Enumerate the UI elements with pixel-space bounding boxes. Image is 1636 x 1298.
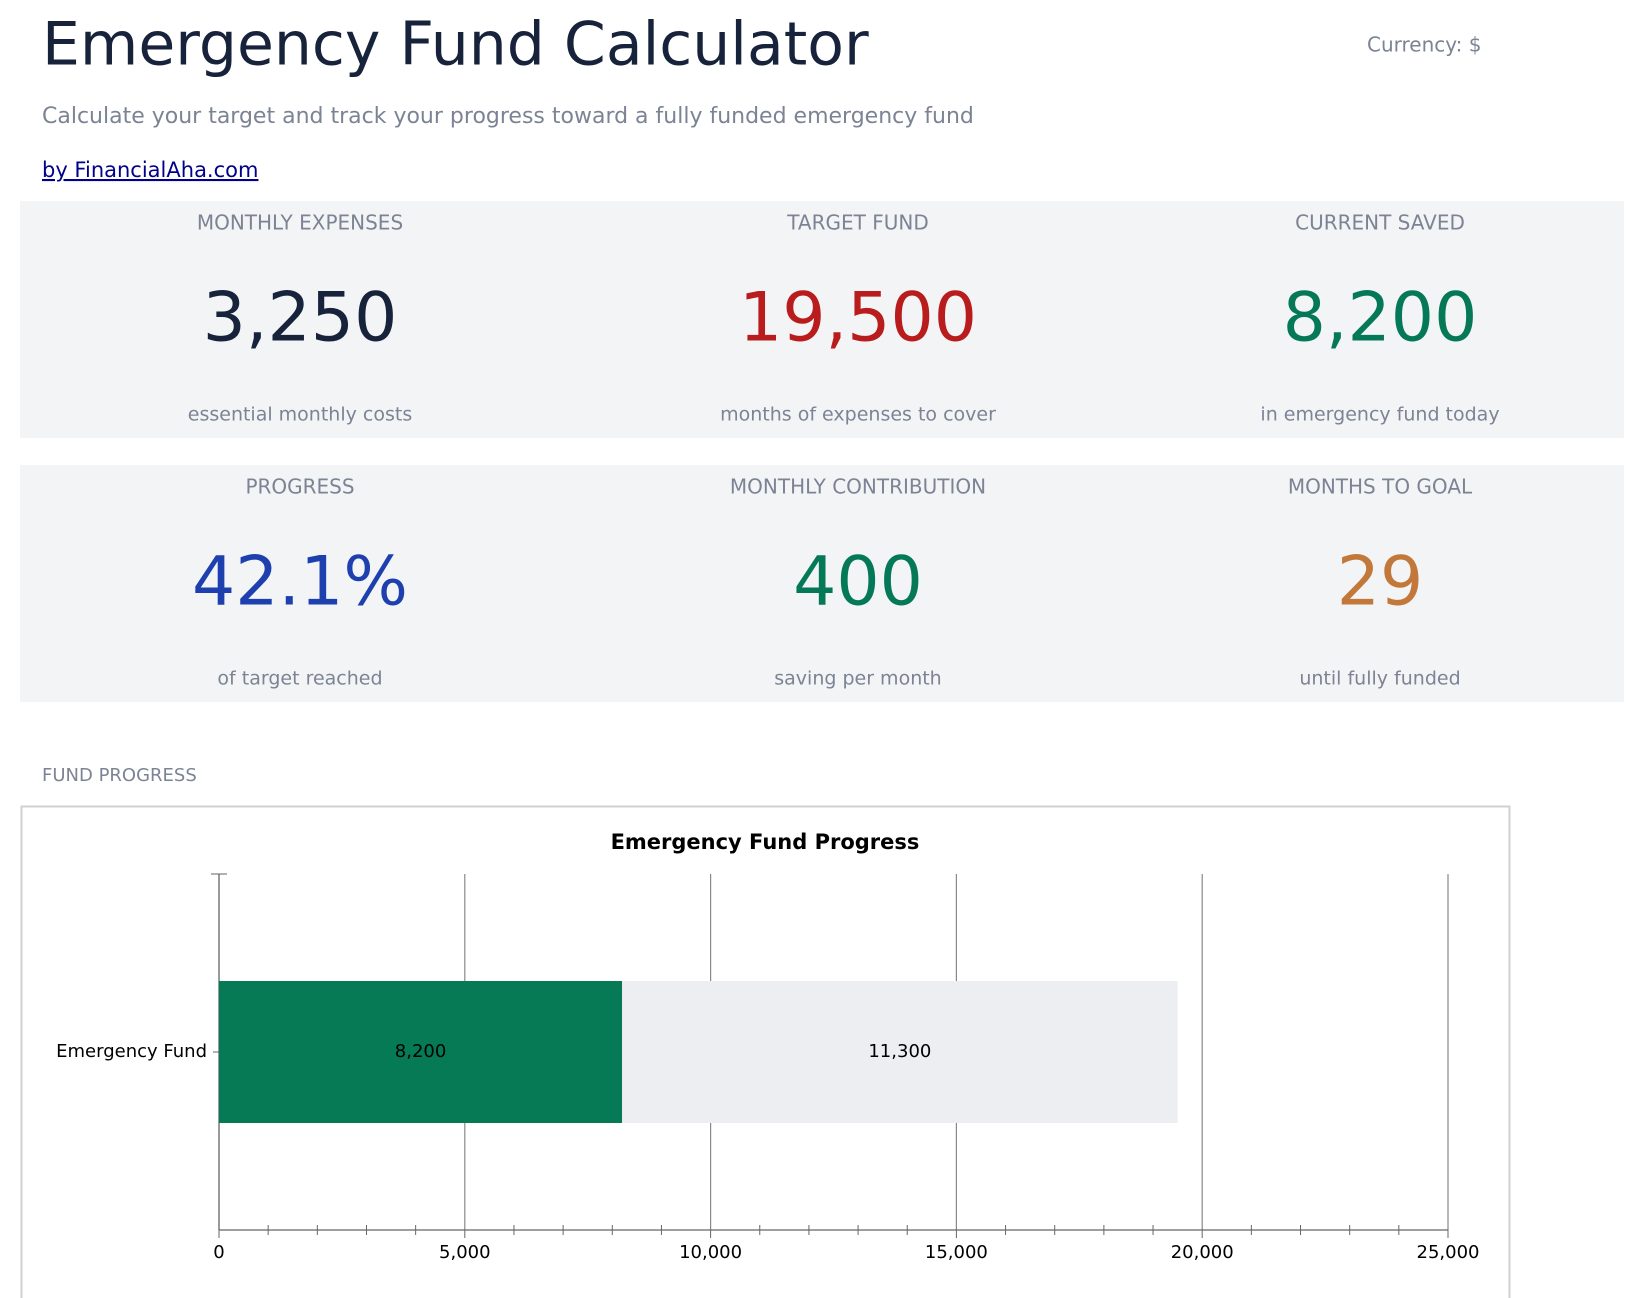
card-note: of target reached	[217, 668, 382, 690]
card-value: 3,250	[203, 279, 398, 358]
card-note: until fully funded	[1299, 668, 1460, 690]
card-note: essential monthly costs	[188, 404, 412, 426]
card-note: saving per month	[774, 668, 941, 690]
page-title: Emergency Fund Calculator	[42, 10, 869, 80]
subtitle: Calculate your target and track your pro…	[42, 104, 974, 129]
x-tick-label: 0	[213, 1242, 224, 1263]
currency: Currency: $	[1367, 33, 1481, 57]
card-label: MONTHLY EXPENSES	[197, 211, 403, 235]
card-label: MONTHLY CONTRIBUTION	[730, 475, 986, 499]
card-label: PROGRESS	[245, 475, 354, 499]
x-tick-label: 20,000	[1171, 1242, 1234, 1263]
card-label: TARGET FUND	[786, 211, 928, 235]
value-label: 11,300	[868, 1041, 931, 1062]
section-label: FUND PROGRESS	[42, 765, 197, 786]
card-value: 42.1%	[192, 543, 408, 622]
bar-segment	[219, 981, 623, 1123]
card-label: CURRENT SAVED	[1295, 211, 1465, 235]
bar-segment	[622, 981, 1178, 1123]
value-label: 8,200	[395, 1041, 447, 1062]
card-value: 8,200	[1283, 279, 1478, 358]
card-value: 400	[793, 543, 923, 622]
card-value: 29	[1337, 543, 1424, 622]
x-tick-label: 5,000	[439, 1242, 491, 1263]
card-row	[20, 201, 1624, 438]
site-link[interactable]: by FinancialAha.com	[42, 158, 258, 182]
card-note: in emergency fund today	[1260, 404, 1499, 426]
y-tick-label: Emergency Fund	[56, 1041, 207, 1062]
chart-title: Emergency Fund Progress	[611, 830, 920, 854]
x-tick-label: 10,000	[679, 1242, 742, 1263]
x-tick-label: 15,000	[925, 1242, 988, 1263]
card-value: 19,500	[739, 279, 977, 358]
card-row	[20, 465, 1624, 702]
x-tick-label: 25,000	[1417, 1242, 1480, 1263]
card-note: months of expenses to cover	[720, 404, 996, 426]
card-label: MONTHS TO GOAL	[1288, 475, 1473, 499]
